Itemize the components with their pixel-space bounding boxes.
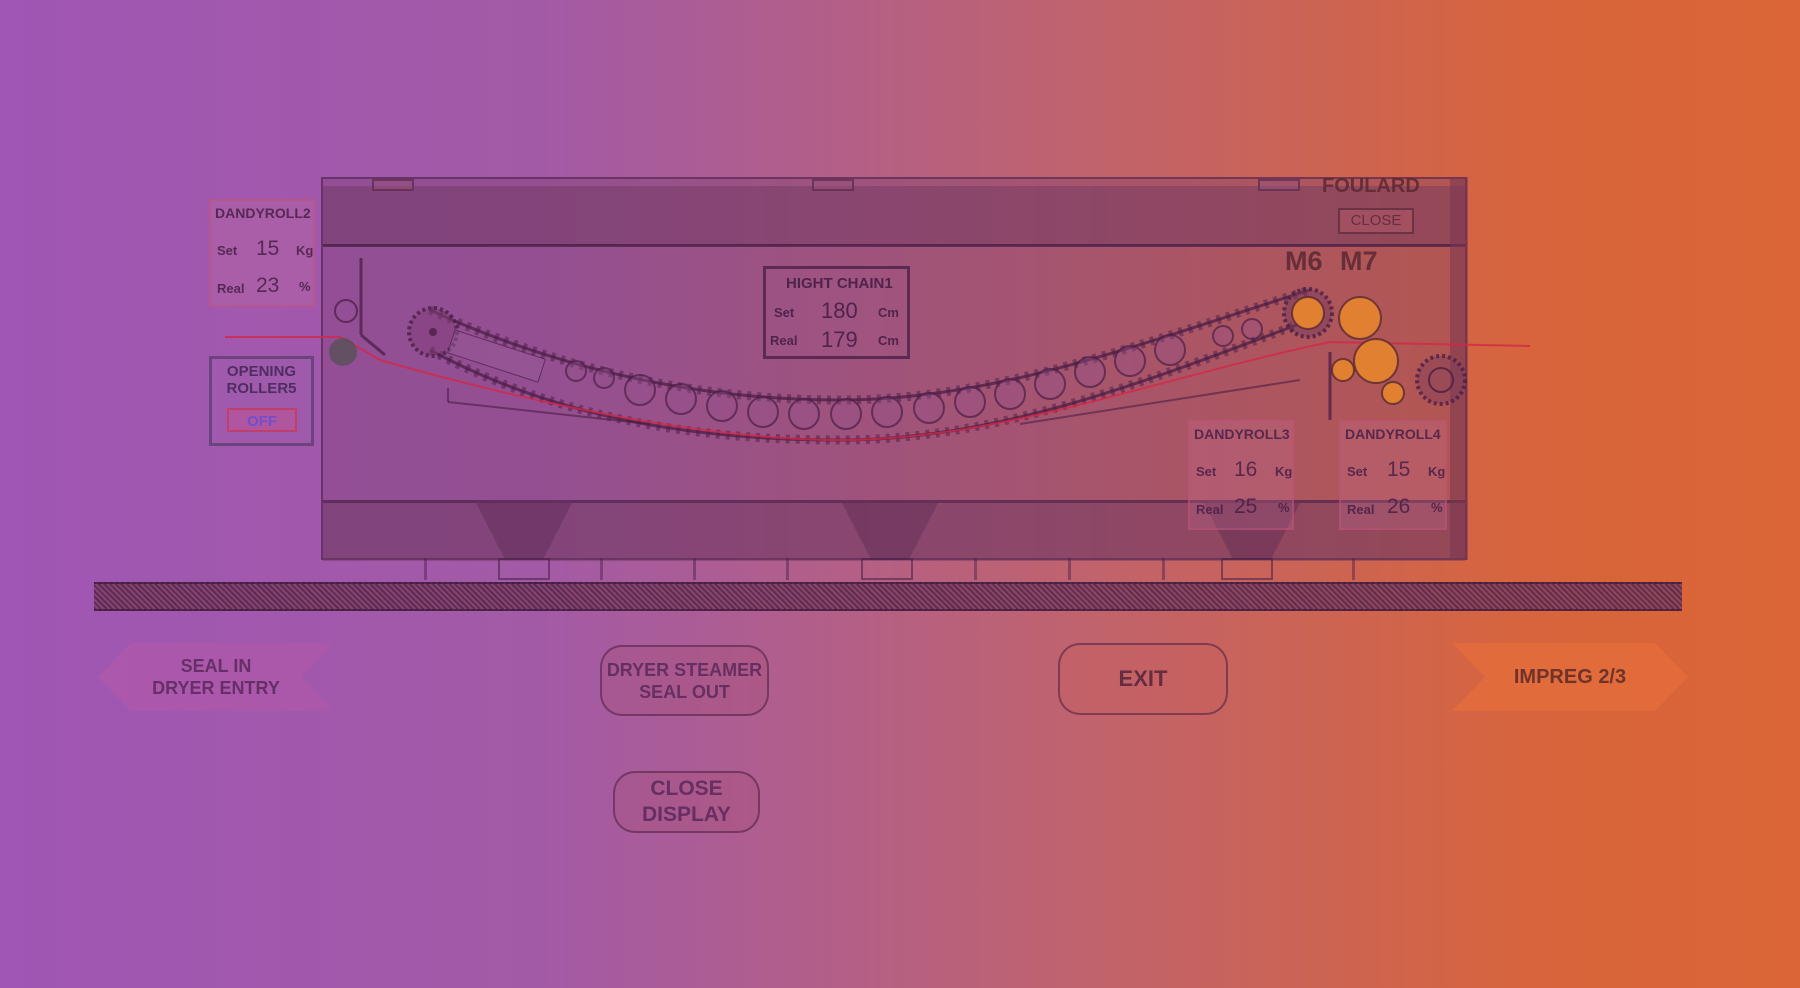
dryer-steamer-seal-out-button[interactable]: DRYER STEAMER SEAL OUT bbox=[600, 645, 769, 716]
dandyroll2-real-value: 23 bbox=[256, 274, 280, 297]
dandyroll2-set-label: Set bbox=[217, 243, 238, 258]
opening-roller5-line1: OPENING bbox=[226, 363, 297, 380]
hight-chain1-real-unit: Cm bbox=[878, 333, 899, 348]
dandyroll3-set-label: Set bbox=[1196, 464, 1217, 479]
dandyroll3-set-unit: Kg bbox=[1275, 464, 1293, 479]
seal-in-label: SEAL IN bbox=[180, 656, 252, 676]
dandyroll3-set-value: 16 bbox=[1234, 458, 1258, 481]
machine-foot bbox=[498, 558, 550, 580]
dandyroll4-title: DANDYROLL4 bbox=[1345, 426, 1441, 442]
hight-chain1-set-label: Set bbox=[774, 305, 795, 320]
dandyroll2-set-unit: Kg bbox=[296, 243, 314, 258]
hight-chain1-panel: HIGHT CHAIN1 Set 180 Cm Real 179 Cm bbox=[763, 266, 910, 359]
dandyroll2-set-value: 15 bbox=[256, 237, 280, 260]
hood-clip bbox=[1258, 179, 1300, 191]
dandyroll3-title: DANDYROLL3 bbox=[1194, 426, 1290, 442]
dandyroll4-real-unit: % bbox=[1431, 500, 1443, 515]
hight-chain1-real-value: 179 bbox=[821, 327, 858, 352]
dandyroll3-real-unit: % bbox=[1278, 500, 1290, 515]
hood-clip bbox=[372, 179, 414, 191]
dandyroll4-set-value: 15 bbox=[1387, 458, 1411, 481]
close-display-button[interactable]: CLOSE DISPLAY bbox=[613, 771, 760, 833]
machine-leg bbox=[1068, 558, 1071, 580]
dandyroll4-set-label: Set bbox=[1347, 464, 1368, 479]
dandyroll4-real-label: Real bbox=[1347, 502, 1375, 517]
impreg-next-button[interactable]: IMPREG 2/3 bbox=[1452, 643, 1688, 711]
hood-divider bbox=[323, 244, 1465, 246]
dandyroll2-title: DANDYROLL2 bbox=[215, 205, 311, 221]
machine-base bbox=[323, 500, 1465, 561]
dandyroll4-real-value: 26 bbox=[1387, 495, 1411, 518]
dandyroll3-real-label: Real bbox=[1196, 502, 1224, 517]
machine-foot bbox=[1221, 558, 1273, 580]
machine-foot bbox=[861, 558, 913, 580]
dandyroll4-panel: DANDYROLL4 Set 15 Kg Real 26 % bbox=[1339, 420, 1447, 530]
exit-button[interactable]: EXIT bbox=[1058, 643, 1228, 715]
foulard-title: FOULARD bbox=[1322, 175, 1420, 197]
machine-leg bbox=[693, 558, 696, 580]
dandyroll2-real-unit: % bbox=[299, 279, 311, 294]
dandyroll3-panel: DANDYROLL3 Set 16 Kg Real 25 % bbox=[1188, 420, 1294, 530]
dandyroll2-panel: DANDYROLL2 Set 15 Kg Real 23 % bbox=[209, 199, 315, 307]
hight-chain1-title: HIGHT CHAIN1 bbox=[786, 275, 893, 292]
dryer-entry-label: DRYER ENTRY bbox=[152, 678, 280, 698]
machine-leg bbox=[786, 558, 789, 580]
hight-chain1-set-unit: Cm bbox=[878, 305, 899, 320]
motor-m6-label: M6 bbox=[1285, 246, 1323, 276]
machine-leg bbox=[1162, 558, 1165, 580]
machine-leg bbox=[600, 558, 603, 580]
seal-in-dryer-entry-button[interactable]: SEAL IN DRYER ENTRY bbox=[98, 643, 334, 711]
dryer-steamer-label: DRYER STEAMER bbox=[606, 659, 763, 680]
dandyroll4-set-unit: Kg bbox=[1428, 464, 1446, 479]
opening-roller5-off-button[interactable]: OFF bbox=[227, 408, 297, 432]
dandyroll2-real-label: Real bbox=[217, 281, 245, 296]
motor-m7-label: M7 bbox=[1340, 246, 1378, 276]
machine-leg bbox=[974, 558, 977, 580]
hight-chain1-set-value: 180 bbox=[821, 298, 858, 323]
hight-chain1-real-label: Real bbox=[770, 333, 798, 348]
hood-clip bbox=[812, 179, 854, 191]
close-display-line1: CLOSE bbox=[650, 777, 723, 800]
machine-leg bbox=[424, 558, 427, 580]
close-display-line2: DISPLAY bbox=[641, 803, 732, 826]
seal-out-label: SEAL OUT bbox=[639, 681, 730, 702]
dandyroll3-real-value: 25 bbox=[1234, 495, 1258, 518]
machine-hood bbox=[323, 186, 1465, 247]
foulard-close-button[interactable]: CLOSE bbox=[1338, 208, 1414, 234]
machine-leg bbox=[1352, 558, 1355, 580]
opening-roller5-line2: ROLLER5 bbox=[226, 380, 297, 397]
floor bbox=[94, 582, 1682, 611]
opening-roller5-panel: OPENING ROLLER5 OFF bbox=[209, 356, 314, 446]
machine-right-post bbox=[1450, 177, 1468, 560]
